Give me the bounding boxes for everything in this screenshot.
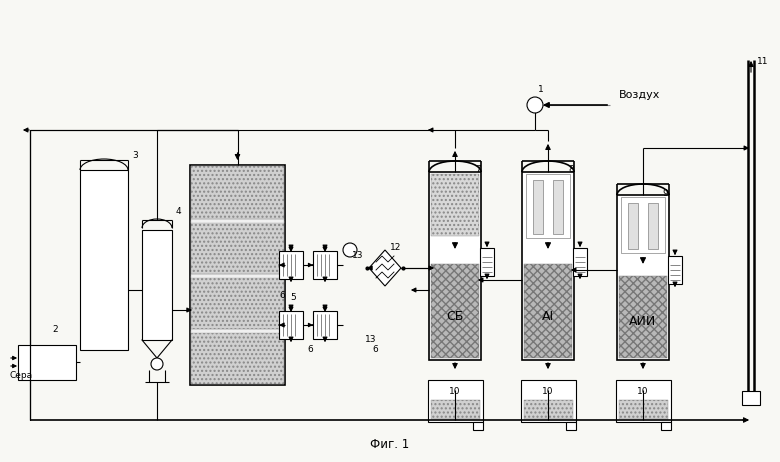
Text: 10: 10 <box>542 388 554 396</box>
Text: АИИ: АИИ <box>629 315 657 328</box>
Bar <box>615 380 671 422</box>
Bar <box>191 219 284 223</box>
Bar <box>191 274 284 278</box>
Bar <box>619 400 668 419</box>
Bar <box>313 311 337 339</box>
Text: 13: 13 <box>353 250 363 260</box>
Text: 6: 6 <box>307 346 313 354</box>
Bar <box>431 174 479 236</box>
Bar <box>533 180 543 234</box>
Bar <box>18 345 76 380</box>
Bar <box>431 400 480 419</box>
Circle shape <box>151 358 163 370</box>
Text: 6: 6 <box>372 346 378 354</box>
Text: 3: 3 <box>132 151 138 159</box>
Bar <box>742 391 760 405</box>
Bar <box>190 165 285 385</box>
Bar <box>553 180 563 234</box>
Bar <box>279 311 303 339</box>
Text: 4: 4 <box>176 207 182 217</box>
Bar <box>191 329 284 333</box>
Text: 10: 10 <box>637 388 649 396</box>
Circle shape <box>527 97 543 113</box>
Text: 8: 8 <box>568 165 574 175</box>
Text: 5: 5 <box>290 292 296 302</box>
Bar <box>522 172 574 360</box>
Bar <box>279 251 303 279</box>
Bar <box>191 221 284 274</box>
Bar <box>480 248 494 276</box>
Bar <box>523 400 573 419</box>
Text: 12: 12 <box>390 243 402 253</box>
Bar <box>526 174 570 238</box>
Text: 2: 2 <box>52 326 58 334</box>
Bar <box>628 203 638 249</box>
Bar <box>142 230 172 340</box>
Text: 10: 10 <box>449 388 461 396</box>
Bar <box>429 172 481 360</box>
Bar <box>80 170 128 350</box>
Bar <box>619 276 667 358</box>
Text: СБ: СБ <box>446 310 463 322</box>
Text: Воздух: Воздух <box>619 90 661 100</box>
Bar <box>520 380 576 422</box>
Text: 9: 9 <box>662 188 668 197</box>
Text: 11: 11 <box>757 57 768 67</box>
Text: Фиг. 1: Фиг. 1 <box>370 438 410 450</box>
Bar <box>573 248 587 276</box>
Bar <box>191 331 284 384</box>
Bar <box>668 256 682 284</box>
Bar <box>473 422 483 430</box>
Text: АI: АI <box>542 310 554 322</box>
Bar <box>191 166 284 219</box>
Bar <box>621 197 665 253</box>
Bar <box>566 422 576 430</box>
Text: 6: 6 <box>279 291 285 299</box>
Text: 13: 13 <box>365 335 377 345</box>
Text: 7: 7 <box>475 165 480 175</box>
Text: Сера: Сера <box>10 371 33 381</box>
Circle shape <box>343 243 357 257</box>
Text: 1: 1 <box>538 85 544 95</box>
Bar <box>524 264 572 358</box>
Bar <box>617 195 669 360</box>
Bar <box>431 264 479 358</box>
Bar <box>191 276 284 329</box>
Bar <box>661 422 671 430</box>
Bar <box>427 380 483 422</box>
Polygon shape <box>369 250 401 286</box>
Bar <box>648 203 658 249</box>
Bar <box>313 251 337 279</box>
